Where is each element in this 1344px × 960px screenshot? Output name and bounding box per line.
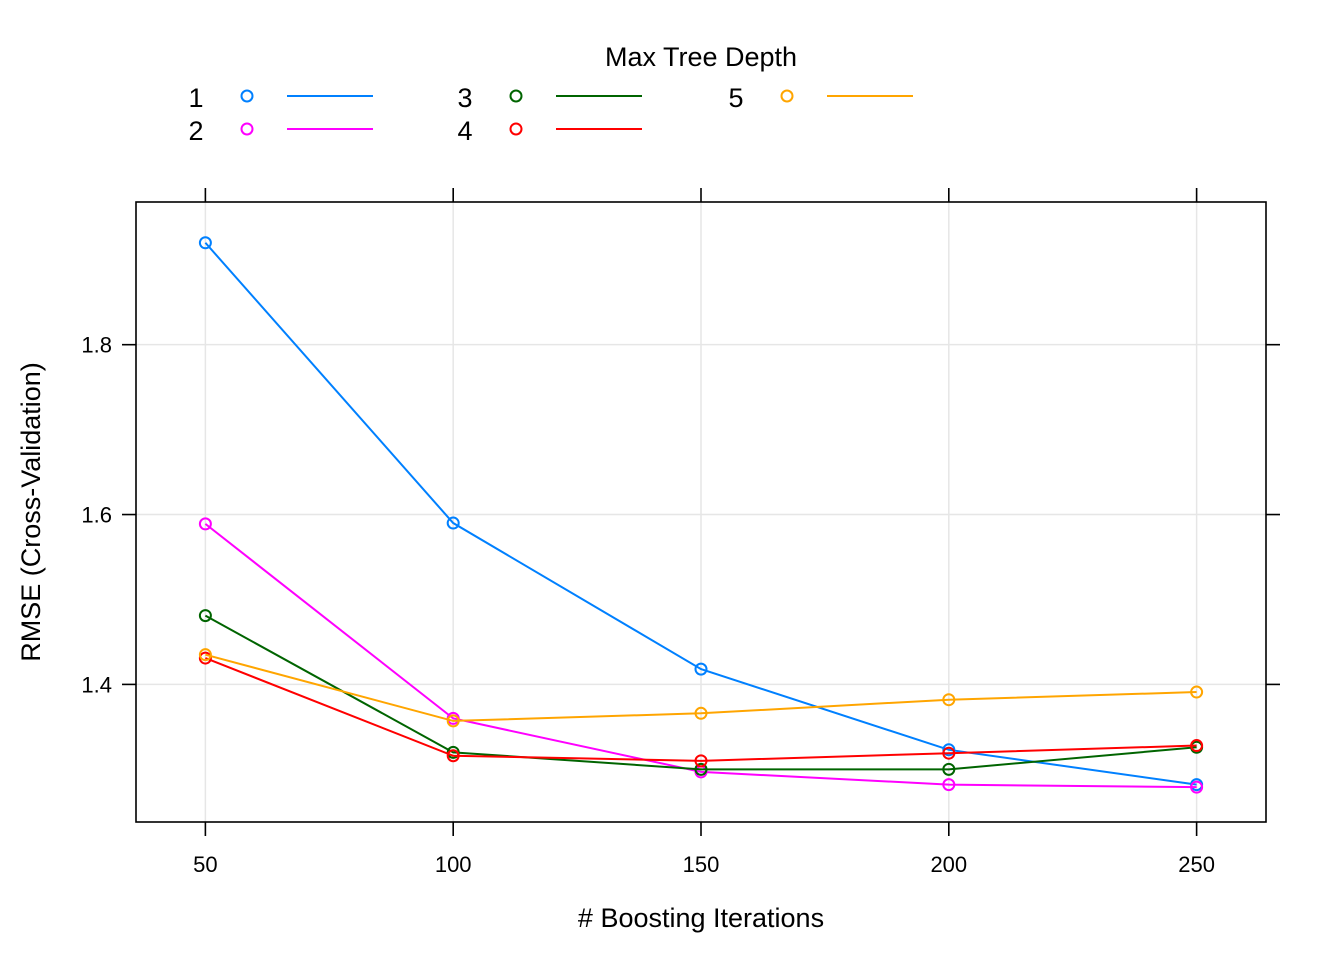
legend-point — [240, 122, 254, 136]
data-point — [1190, 780, 1204, 794]
series-line — [204, 523, 1197, 789]
data-point — [198, 517, 212, 531]
legend-item-3: 3 — [457, 83, 642, 113]
series-line — [205, 657, 1197, 762]
legend: Max Tree Depth 12 34 5 — [188, 42, 913, 146]
y-tick-label: 1.6 — [81, 503, 112, 528]
legend-label: 5 — [728, 83, 743, 113]
legend-title: Max Tree Depth — [605, 42, 797, 72]
data-point — [942, 693, 956, 707]
legend-point — [780, 89, 794, 103]
y-tick-label: 1.4 — [81, 672, 112, 697]
x-tick-label: 50 — [193, 852, 217, 877]
data-point — [694, 754, 708, 768]
x-tick-label: 250 — [1178, 852, 1215, 877]
x-axis-label: # Boosting Iterations — [578, 903, 824, 933]
grid — [136, 202, 1266, 822]
data-point — [446, 516, 460, 530]
data-point — [942, 778, 956, 792]
series-line — [204, 614, 1197, 771]
legend-label: 3 — [457, 83, 472, 113]
series-line — [205, 653, 1197, 722]
legend-item-1: 1 — [188, 83, 373, 113]
data-point — [1190, 685, 1204, 699]
data-point — [694, 762, 708, 776]
legend-label: 1 — [188, 83, 203, 113]
axis-ticks: 50 100 150 200 250 1.4 1.6 1.8 — [81, 188, 1280, 877]
data-point — [1190, 739, 1204, 753]
y-axis-label: RMSE (Cross-Validation) — [16, 362, 46, 662]
legend-point — [509, 122, 523, 136]
x-tick-label: 100 — [435, 852, 472, 877]
legend-item-5: 5 — [728, 83, 913, 113]
legend-label: 4 — [457, 116, 472, 146]
legend-label: 2 — [188, 116, 203, 146]
legend-item-2: 2 — [188, 116, 373, 146]
y-tick-label: 1.8 — [81, 333, 112, 358]
x-tick-label: 150 — [683, 852, 720, 877]
legend-item-4: 4 — [457, 116, 642, 146]
legend-point — [240, 89, 254, 103]
data-point — [694, 706, 708, 720]
data-point — [446, 749, 460, 763]
data-point — [198, 236, 212, 250]
series-2 — [198, 517, 1204, 794]
data-point — [446, 714, 460, 728]
series-layer — [198, 236, 1204, 794]
data-point — [198, 648, 212, 662]
data-point — [694, 662, 708, 676]
data-point — [198, 609, 212, 623]
data-point — [942, 762, 956, 776]
legend-point — [509, 89, 523, 103]
series-5 — [198, 648, 1204, 728]
x-tick-label: 200 — [930, 852, 967, 877]
data-point — [942, 746, 956, 760]
